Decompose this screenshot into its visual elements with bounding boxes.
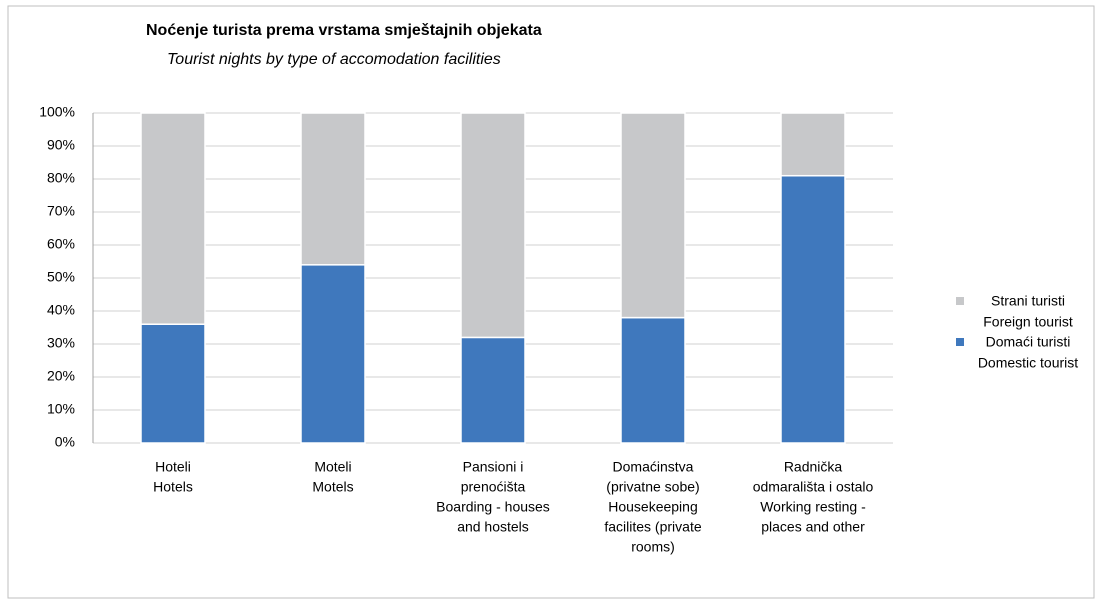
bar-segment — [300, 112, 366, 266]
x-tick-label: Domaćinstva — [613, 459, 694, 475]
y-tick-label: 20% — [47, 368, 75, 384]
bar-segment — [780, 174, 846, 444]
x-tick-label: Hoteli — [155, 459, 191, 475]
x-tick-label: Hotels — [153, 479, 193, 495]
x-tick-label: and hostels — [457, 519, 529, 535]
y-tick-label: 30% — [47, 335, 75, 351]
bar-segment — [780, 112, 846, 177]
bar-segment — [460, 112, 526, 339]
y-tick-label: 100% — [39, 104, 75, 120]
x-tick-label: Working resting - — [760, 499, 866, 515]
y-tick-label: 80% — [47, 170, 75, 186]
legend-label: Foreign tourist — [983, 314, 1073, 330]
x-tick-label: (privatne sobe) — [606, 479, 699, 495]
y-tick-label: 40% — [47, 302, 75, 318]
y-tick-label: 70% — [47, 203, 75, 219]
x-tick-label: Radnička — [784, 459, 843, 475]
legend-label: Domestic tourist — [978, 355, 1078, 371]
bar-segment — [140, 323, 206, 444]
x-tick-label: Boarding - houses — [436, 499, 550, 515]
bar-segment — [300, 264, 366, 444]
bar-segment — [620, 112, 686, 319]
x-tick-label: Pansioni i — [463, 459, 524, 475]
y-tick-label: 10% — [47, 401, 75, 417]
y-tick-label: 0% — [55, 434, 75, 450]
y-tick-label: 50% — [47, 269, 75, 285]
x-tick-label: places and other — [761, 519, 865, 535]
x-tick-label: rooms) — [631, 539, 675, 555]
legend-label: Domaći turisti — [986, 334, 1071, 350]
x-tick-label: odmarališta i ostalo — [753, 479, 874, 495]
x-tick-label: Moteli — [314, 459, 351, 475]
bar-segment — [140, 112, 206, 325]
bar-segment — [460, 336, 526, 444]
x-tick-label: facilites (private — [604, 519, 701, 535]
legend-label: Strani turisti — [991, 293, 1065, 309]
x-tick-label: prenoćišta — [461, 479, 526, 495]
x-tick-label: Housekeeping — [608, 499, 698, 515]
x-tick-label: Motels — [312, 479, 353, 495]
legend-swatch — [956, 297, 964, 305]
bar-segment — [620, 316, 686, 444]
legend-swatch — [956, 338, 964, 346]
chart-title: Noćenje turista prema vrstama smještajni… — [146, 22, 542, 39]
y-tick-label: 90% — [47, 137, 75, 153]
chart-subtitle: Tourist nights by type of accomodation f… — [167, 51, 501, 68]
y-tick-label: 60% — [47, 236, 75, 252]
